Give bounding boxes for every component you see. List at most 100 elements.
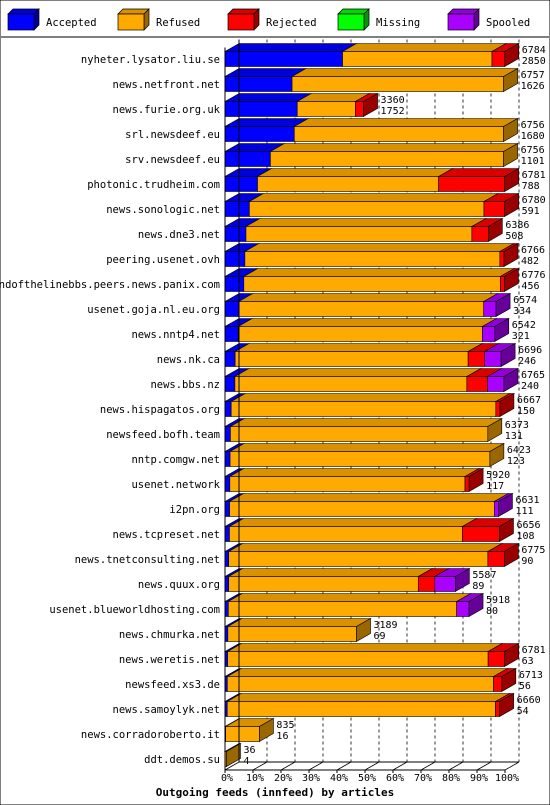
total-label: 36 bbox=[243, 745, 255, 756]
legend-label: Rejected bbox=[266, 17, 317, 29]
bar-segment-refused bbox=[228, 442, 505, 468]
bar-front bbox=[227, 676, 494, 692]
bar-front bbox=[257, 176, 439, 192]
bar-front bbox=[224, 201, 250, 217]
bar-segment-refused bbox=[224, 742, 242, 768]
bar-top bbox=[227, 568, 434, 577]
bar-front bbox=[438, 176, 505, 192]
bar-front bbox=[483, 301, 497, 317]
bar-segment-refused bbox=[256, 168, 454, 192]
legend-item-accepted: Accepted bbox=[7, 8, 97, 31]
x-tick-label: 20% bbox=[274, 773, 292, 784]
accepted-label: 508 bbox=[505, 231, 523, 242]
bar-top bbox=[226, 618, 372, 627]
bar-front bbox=[224, 226, 247, 242]
legend-swatch bbox=[7, 13, 35, 31]
bar-segment-refused bbox=[226, 693, 511, 717]
bar-front bbox=[234, 376, 468, 392]
bar-front bbox=[244, 251, 501, 267]
bar-top bbox=[243, 243, 516, 252]
bar-side bbox=[503, 367, 519, 393]
accepted-label: 69 bbox=[374, 631, 386, 642]
bar-front bbox=[491, 51, 506, 67]
total-label: 6781 bbox=[522, 170, 546, 181]
grid-floor-line bbox=[476, 761, 492, 771]
bar-front bbox=[226, 701, 496, 717]
bar-segment-rejected bbox=[470, 217, 504, 243]
legend-swatch bbox=[337, 13, 365, 31]
bar-top bbox=[269, 143, 519, 152]
accepted-label: 1680 bbox=[521, 131, 545, 142]
total-label: 6784 bbox=[522, 45, 546, 56]
row-label: nyheter.lysator.liu.se bbox=[81, 54, 220, 66]
bar-segment-rejected bbox=[354, 92, 379, 118]
row-labels: nyheter.lysator.liu.se news.netfront.net n… bbox=[0, 54, 221, 766]
bar-front bbox=[229, 451, 491, 467]
row-label: i2pn.org bbox=[169, 504, 220, 516]
bar-segment-rejected bbox=[487, 642, 520, 668]
accepted-label: 591 bbox=[522, 206, 540, 217]
bar-front bbox=[249, 201, 485, 217]
total-label: 6756 bbox=[521, 145, 545, 156]
bar-segment-refused bbox=[290, 67, 519, 93]
bar-segment-refused bbox=[227, 543, 504, 567]
bar-top bbox=[233, 368, 482, 377]
bar-front bbox=[487, 551, 505, 567]
bar-segment-accepted bbox=[223, 43, 358, 67]
bar-front bbox=[355, 101, 364, 117]
bar-side bbox=[495, 292, 511, 318]
bar-top bbox=[227, 543, 504, 552]
bar-segment-accepted bbox=[223, 118, 310, 142]
bar-side bbox=[363, 92, 378, 118]
total-label: 6756 bbox=[521, 120, 545, 131]
bar-side bbox=[356, 617, 371, 643]
legend-item-refused: Refused bbox=[117, 8, 200, 31]
bar-segment-refused bbox=[229, 417, 503, 443]
total-label: 6780 bbox=[522, 195, 546, 206]
bar-front bbox=[224, 251, 246, 267]
accepted-label: 54 bbox=[517, 706, 529, 717]
grid-floor-line bbox=[252, 761, 268, 771]
x-axis: 0% 10% 20% 30% 40% 50% 60% 70% 80% 90% 100% bbox=[221, 39, 519, 784]
bar-front bbox=[484, 351, 502, 367]
bar-front bbox=[224, 176, 258, 192]
legend-item-missing: Missing bbox=[337, 8, 420, 31]
bar-side bbox=[503, 242, 519, 268]
bar-top bbox=[244, 218, 487, 227]
row-label: news.corradoroberto.it bbox=[81, 729, 220, 741]
x-tick-label: 30% bbox=[302, 773, 320, 784]
accepted-label: 321 bbox=[512, 331, 530, 342]
accepted-label: 131 bbox=[505, 431, 523, 442]
chart-title: Outgoing feeds (innfeed) by articles bbox=[156, 786, 394, 799]
total-label: 6757 bbox=[521, 70, 545, 81]
x-tick-label: 60% bbox=[386, 773, 404, 784]
bar-side bbox=[504, 267, 519, 293]
accepted-label: 1626 bbox=[521, 81, 545, 92]
grid-floor-line bbox=[504, 761, 520, 771]
x-tick-label: 70% bbox=[414, 773, 432, 784]
total-label: 6775 bbox=[521, 545, 545, 556]
row-label: news.chmurka.net bbox=[119, 629, 220, 641]
grid-floor-line bbox=[364, 761, 380, 771]
bar-side bbox=[504, 542, 519, 568]
grid-floor-line bbox=[308, 761, 324, 771]
total-label: 5920 bbox=[486, 470, 510, 481]
bar-top bbox=[226, 693, 511, 702]
row-label: ddt.demos.su bbox=[144, 754, 220, 766]
bar-front bbox=[224, 51, 343, 67]
bar-front bbox=[224, 301, 240, 317]
legend-item-rejected: Rejected bbox=[227, 8, 317, 31]
